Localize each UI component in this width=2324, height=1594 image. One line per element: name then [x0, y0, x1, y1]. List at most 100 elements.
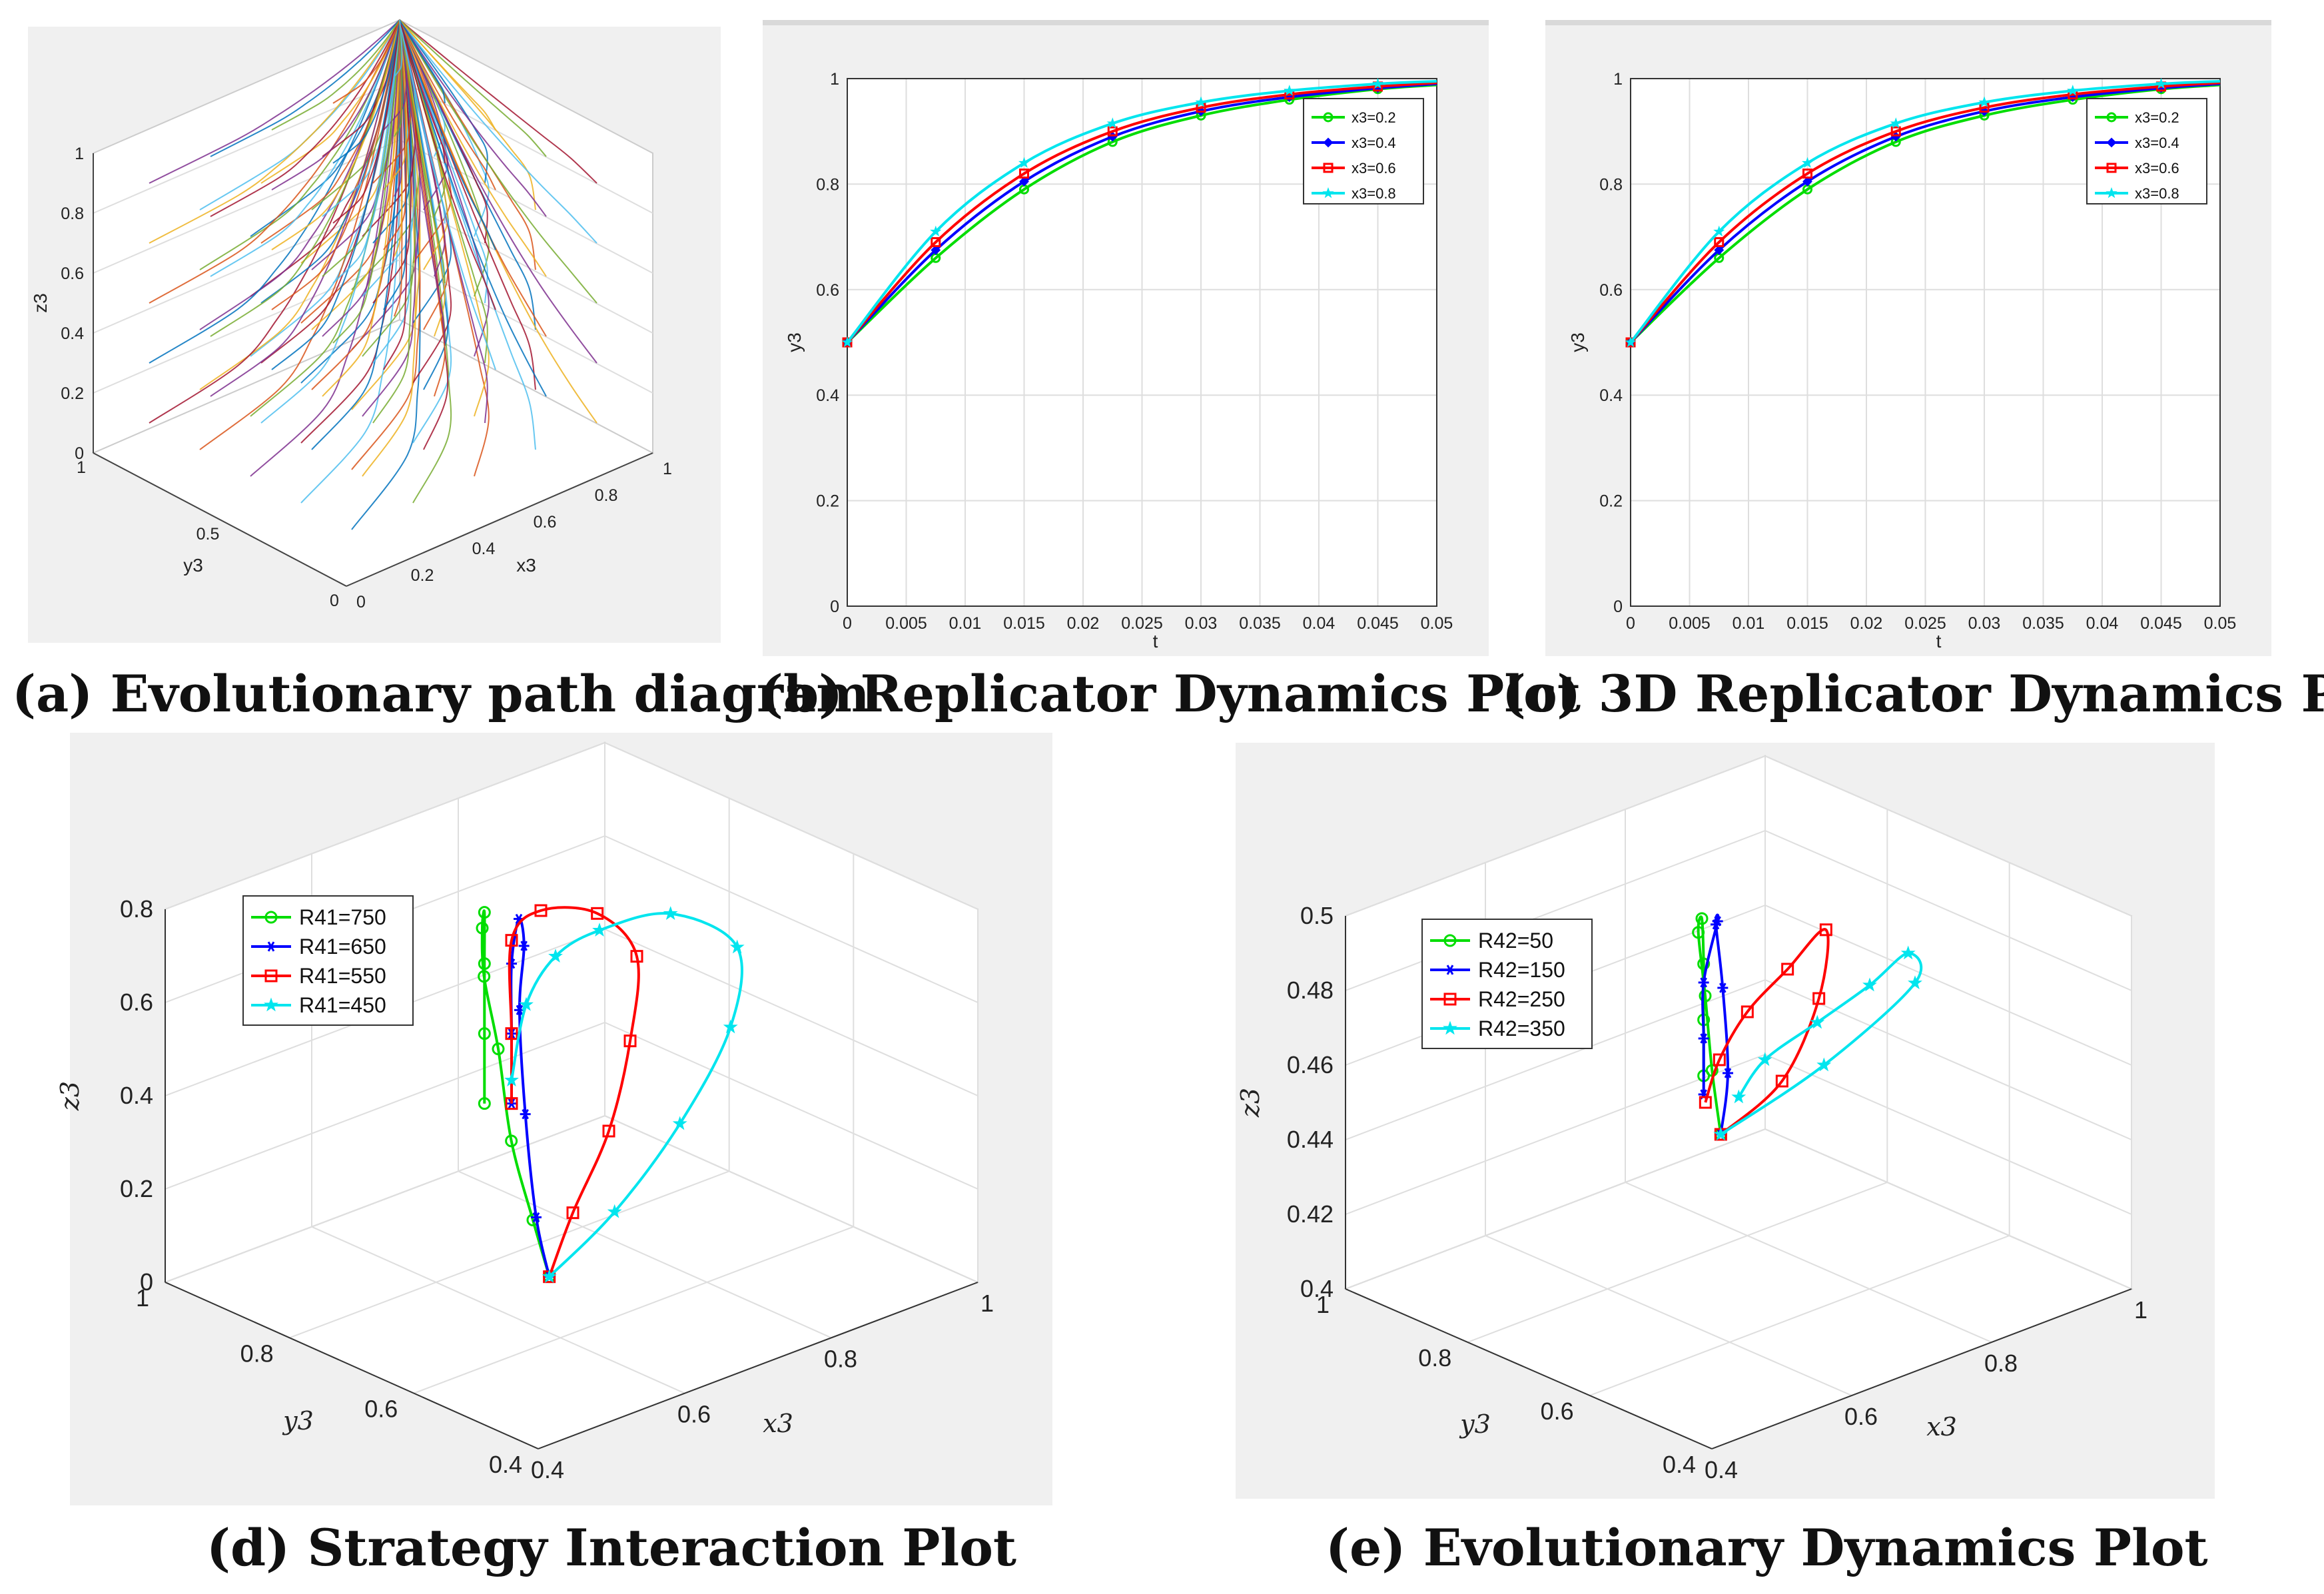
legend-marker — [2106, 187, 2118, 199]
data-point — [1775, 1074, 1788, 1088]
y-tick-label: 0.8 — [1418, 1344, 1451, 1372]
data-point — [505, 1134, 518, 1148]
data-point — [1908, 975, 1922, 990]
caption-b: (b) Replicator Dynamics Plot — [759, 664, 1581, 723]
data-point — [1714, 244, 1725, 255]
z-tick-label: 0.2 — [61, 384, 84, 403]
data-point — [607, 1204, 622, 1218]
x-tick-label: 0.02 — [1067, 614, 1100, 633]
grid-line — [458, 1170, 832, 1339]
data-point — [518, 941, 530, 951]
data-point — [1890, 117, 1902, 129]
y-axis-label: y3 — [183, 555, 203, 576]
x-axis-label: t — [1153, 631, 1158, 651]
grid-line — [1467, 1182, 1888, 1343]
y-axis-line — [1345, 1288, 1713, 1449]
data-point — [1698, 977, 1709, 988]
data-point — [478, 1097, 491, 1110]
grid-line — [1485, 1235, 1852, 1396]
legend-marker — [2106, 163, 2117, 173]
data-point — [1284, 85, 1296, 96]
panel-b-replicator-plot: 0 0.005 0.01 0.015 0.02 0.025 0.03 0.035 0.04 0.0… — [763, 20, 1489, 656]
x-tick-label: 0.005 — [1669, 614, 1711, 633]
x-tick-label: 0.03 — [1968, 614, 2001, 633]
data-point — [931, 237, 941, 248]
caption-d: (d) Strategy Interaction Plot — [206, 1518, 1016, 1577]
data-point — [1697, 957, 1711, 971]
y-tick-label: 0.6 — [1599, 281, 1623, 300]
grid-line — [1589, 1235, 2010, 1396]
x-axis-label: x3 — [516, 555, 536, 576]
data-point — [1698, 1033, 1709, 1044]
series-line-x3=0.6 — [1629, 81, 2221, 344]
grid-line — [399, 139, 653, 274]
legend-marker — [2106, 112, 2117, 123]
data-point — [1107, 126, 1118, 137]
x-axis-line — [538, 1282, 978, 1449]
data-point — [623, 1034, 637, 1048]
grid-line — [1345, 755, 1766, 917]
trajectory-line — [394, 20, 403, 77]
data-point — [1018, 157, 1030, 169]
x-axis-line — [346, 452, 653, 587]
z-tick-label: 0 — [140, 1268, 153, 1296]
legend-label: R41=450 — [299, 993, 386, 1017]
grid-line — [1345, 1128, 1766, 1290]
y-tick-label: 0.6 — [364, 1395, 398, 1423]
data-point — [2155, 77, 2167, 89]
x-tick-label: 0.04 — [2086, 614, 2119, 633]
data-point — [505, 934, 518, 947]
legend-label: x3=0.2 — [1352, 109, 1396, 126]
legend-label: R41=750 — [299, 905, 386, 929]
series-line-R42=150 — [1701, 913, 1730, 1135]
data-point — [1195, 96, 1207, 107]
data-point — [1714, 237, 1725, 248]
legend-marker — [1322, 187, 1334, 199]
data-point — [672, 1116, 687, 1130]
data-point — [1371, 77, 1384, 89]
y-tick-label: 0.5 — [196, 525, 220, 544]
y-axis-label: y3 — [1459, 1409, 1491, 1439]
grid-line — [1764, 755, 2132, 917]
x-tick-label: 0.045 — [1357, 614, 1399, 633]
data-point — [1713, 1053, 1726, 1066]
x-tick-label: 0.6 — [534, 513, 557, 532]
x-tick-label: 1 — [663, 460, 672, 478]
series-line-R41=550 — [508, 906, 640, 1278]
grid-line — [165, 1022, 605, 1190]
grid-line — [93, 259, 400, 394]
y-tick-label: 0.2 — [1599, 492, 1623, 511]
legend-label: R42=50 — [1478, 929, 1553, 953]
series-line-x3=0.2 — [1629, 83, 2221, 344]
caption-c: (c) 3D Replicator Dynamics Plot — [1502, 664, 2324, 723]
data-point — [1816, 1057, 1832, 1072]
legend-label: x3=0.4 — [2135, 135, 2179, 151]
figure-toolbar-strip — [763, 20, 1489, 25]
panel-d-strategy-interaction: 0.40.60.810.40.60.8100.20.40.60.8x3y3z3R… — [55, 733, 1052, 1505]
data-point — [548, 949, 563, 963]
x-tick-label: 0.03 — [1185, 614, 1218, 633]
caption-a: (a) Evolutionary path diagram — [12, 664, 870, 723]
legend-label: x3=0.2 — [2135, 109, 2179, 126]
data-point — [1731, 1089, 1746, 1104]
data-point — [1019, 169, 1029, 179]
x-tick-label: 0.6 — [1844, 1403, 1878, 1430]
y-tick-label: 0.2 — [816, 492, 839, 511]
caption-e: (e) Evolutionary Dynamics Plot — [1326, 1518, 2208, 1577]
grid-line — [1345, 1054, 1766, 1215]
legend-label: x3=0.6 — [1352, 160, 1396, 177]
legend-label: R41=650 — [299, 935, 386, 959]
legend-label: x3=0.4 — [1352, 135, 1396, 151]
data-point — [492, 1042, 505, 1056]
y-axis-line — [93, 452, 347, 587]
z-tick-label: 0.6 — [120, 989, 153, 1016]
data-point — [729, 939, 745, 954]
x-tick-label: 0.05 — [1421, 614, 1453, 633]
grid-line — [413, 1226, 854, 1394]
z-axis-label: z3 — [55, 1081, 85, 1111]
x-tick-label: 0.8 — [595, 486, 618, 505]
data-point — [1106, 117, 1118, 129]
x-tick-label: 1 — [980, 1290, 994, 1317]
data-point — [2067, 85, 2079, 96]
